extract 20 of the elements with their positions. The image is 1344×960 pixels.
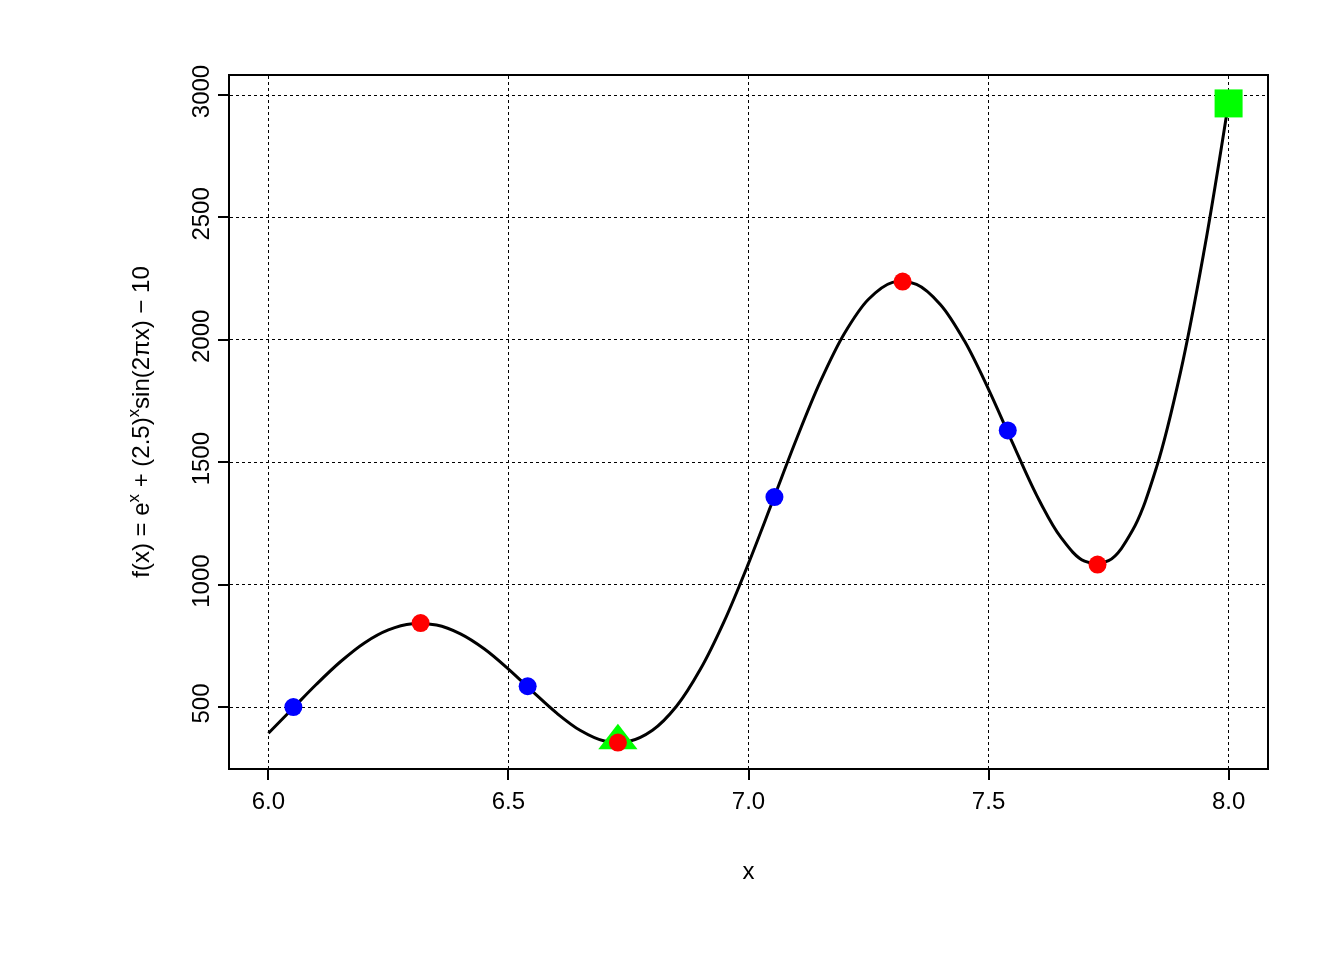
x-axis-title: x bbox=[742, 857, 755, 885]
x-tick-label: 8.0 bbox=[1211, 786, 1246, 814]
point bbox=[893, 272, 912, 291]
y-tick-label: 1000 bbox=[186, 554, 214, 608]
point bbox=[518, 677, 537, 696]
x-tick-label: 7.0 bbox=[731, 786, 766, 814]
point bbox=[411, 614, 430, 633]
x-tick-label: 6.0 bbox=[251, 786, 286, 814]
point bbox=[765, 488, 784, 507]
y-tick-label: 3000 bbox=[186, 64, 214, 119]
point bbox=[1214, 89, 1243, 118]
y-tick-label: 1500 bbox=[186, 431, 214, 486]
point bbox=[998, 421, 1017, 440]
y-tick-label: 2500 bbox=[186, 187, 214, 241]
point bbox=[284, 698, 303, 717]
x-tick-label: 7.5 bbox=[971, 786, 1006, 814]
y-tick-label: 500 bbox=[186, 683, 214, 724]
y-tick-label: 2000 bbox=[186, 309, 214, 363]
x-tick-label: 6.5 bbox=[491, 786, 526, 814]
point bbox=[1088, 555, 1107, 574]
